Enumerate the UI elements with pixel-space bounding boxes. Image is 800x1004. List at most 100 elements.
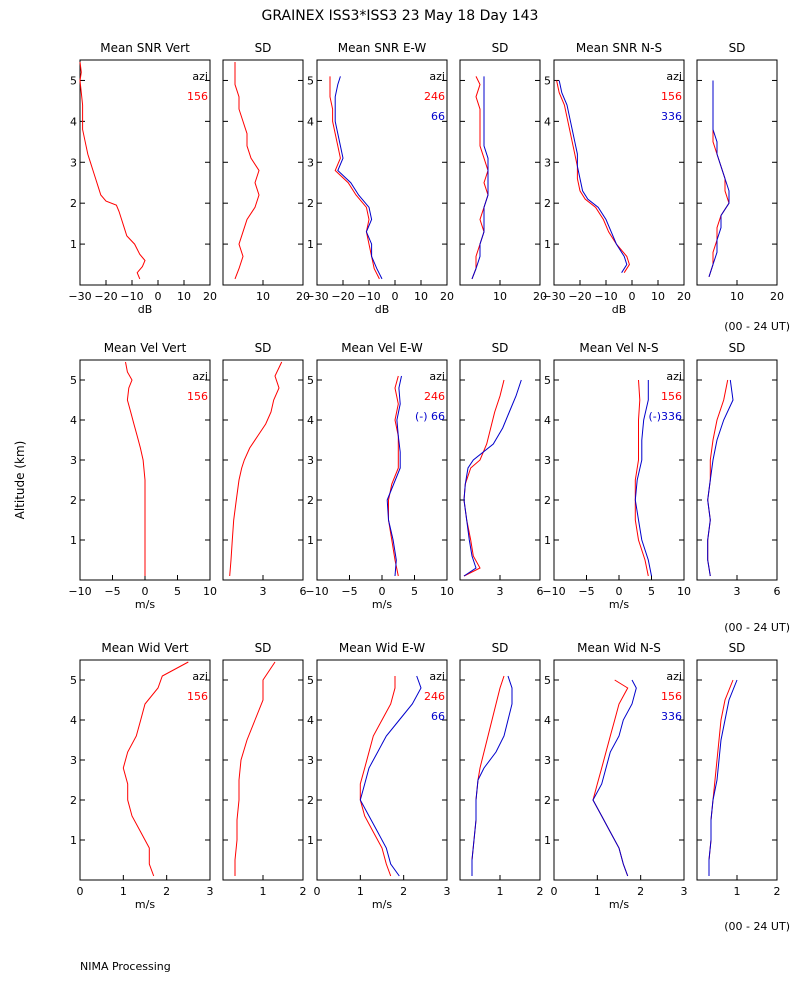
panel-vel-ns-sd: SD 3 6 [696,341,781,598]
x-axis-label: dB [138,303,153,316]
panel-frame [79,659,211,881]
x-tick-label: 1 [734,885,741,898]
x-axis-label: dB [612,303,627,316]
legend-entry: 156 [187,390,208,403]
y-tick-label: 2 [70,197,77,210]
legend-entry: 156 [661,390,682,403]
series-line-blue [708,679,738,876]
x-tick-label: 20 [533,290,547,303]
y-tick-label: 3 [544,156,551,169]
panel-wid-ns: Mean Wid N-S 1 2 3 4 5 0 1 2 3 m/s azi 156 336 [544,641,688,911]
x-tick-label: 3 [734,585,741,598]
series-line-blue [334,76,383,280]
legend-entry: 336 [661,110,682,123]
x-tick-label: −10 [305,585,328,598]
legend-entry: (-)336 [648,410,682,423]
y-tick-label: 1 [70,238,77,251]
panel-frame [553,59,685,286]
series-line-red [122,661,189,877]
legend-entry: 66 [431,710,445,723]
x-tick-label: 6 [537,585,544,598]
x-tick-label: 20 [296,290,310,303]
y-tick-label: 5 [70,674,77,687]
series-line-blue [558,80,628,273]
time-range-row2: (00 - 24 UT) [724,621,790,634]
y-tick-label: 3 [544,754,551,767]
legend-header: azi [429,670,445,683]
y-tick-label: 1 [70,834,77,847]
x-tick-label: 3 [497,585,504,598]
legend-entry: 246 [424,690,445,703]
x-tick-label: 10 [730,290,744,303]
panel-vel-ew-sd: SD 3 6 [459,341,544,598]
x-tick-label: 3 [260,585,267,598]
y-tick-label: 1 [307,834,314,847]
series-line-red [234,62,260,280]
panel-snr-ew-sd: SD 10 20 [459,41,547,303]
y-tick-label: 5 [544,674,551,687]
x-tick-label: 2 [400,885,407,898]
panel-title: Mean Vel N-S [579,341,658,355]
series-line-red [471,76,489,280]
x-tick-label: −30 [68,290,91,303]
time-range-row3: (00 - 24 UT) [724,920,790,933]
time-range-row1: (00 - 24 UT) [724,320,790,333]
series-line-red [708,80,730,277]
x-tick-label: 20 [677,290,691,303]
y-tick-label: 4 [307,115,314,128]
x-tick-label: 3 [681,885,688,898]
panel-title: SD [729,41,746,55]
series-line-red [329,76,380,280]
y-axis-label: Altitude (km) [13,441,27,520]
y-tick-label: 2 [70,794,77,807]
y-tick-label: 2 [307,197,314,210]
legend-header: azi [192,670,208,683]
y-tick-label: 5 [307,674,314,687]
panel-title: Mean SNR Vert [100,41,190,55]
x-tick-label: 1 [357,885,364,898]
x-tick-label: 2 [774,885,781,898]
legend-entry: (-) 66 [415,410,445,423]
footer-note: NIMA Processing [80,960,171,973]
y-tick-label: 5 [544,374,551,387]
x-tick-label: 20 [203,290,217,303]
panel-snr-ns-sd: SD 10 20 [696,41,784,303]
x-tick-label: 1 [497,885,504,898]
panel-wid-vert: Mean Wid Vert 1 2 3 4 5 0 1 2 3 m/s azi 156 [70,641,214,911]
y-tick-label: 3 [307,754,314,767]
legend-entry: 246 [424,390,445,403]
y-tick-label: 3 [307,454,314,467]
y-tick-label: 3 [70,156,77,169]
x-tick-label: 2 [637,885,644,898]
y-tick-label: 2 [544,494,551,507]
y-tick-label: 5 [544,74,551,87]
y-tick-label: 2 [544,794,551,807]
x-tick-label: −10 [594,290,617,303]
panel-title: Mean Vel E-W [341,341,423,355]
panel-wid-ew: Mean Wid E-W 1 2 3 4 5 0 1 2 3 m/s azi 246 66 [307,641,451,911]
y-tick-label: 5 [70,74,77,87]
y-tick-label: 2 [544,197,551,210]
figure-title: GRAINEX ISS3*ISS3 23 May 18 Day 143 [262,8,539,24]
legend-entry: 246 [424,90,445,103]
panel-title: SD [729,641,746,655]
x-tick-label: 1 [120,885,127,898]
x-tick-label: 0 [551,885,558,898]
y-tick-label: 2 [307,494,314,507]
x-tick-label: 0 [392,290,399,303]
x-tick-label: 0 [77,885,84,898]
y-tick-label: 4 [307,414,314,427]
series-line-red [234,661,276,876]
panel-snr-vert-sd: SD 10 20 [222,41,310,303]
series-line-red [229,361,283,577]
panel-frame [459,659,541,881]
panel-wid-ns-sd: SD 1 2 [696,641,781,898]
legend-entry: 156 [187,690,208,703]
x-tick-label: 10 [414,290,428,303]
y-tick-label: 5 [307,374,314,387]
series-line-blue [634,380,652,577]
x-tick-label: 2 [537,885,544,898]
legend-entry: 66 [431,110,445,123]
